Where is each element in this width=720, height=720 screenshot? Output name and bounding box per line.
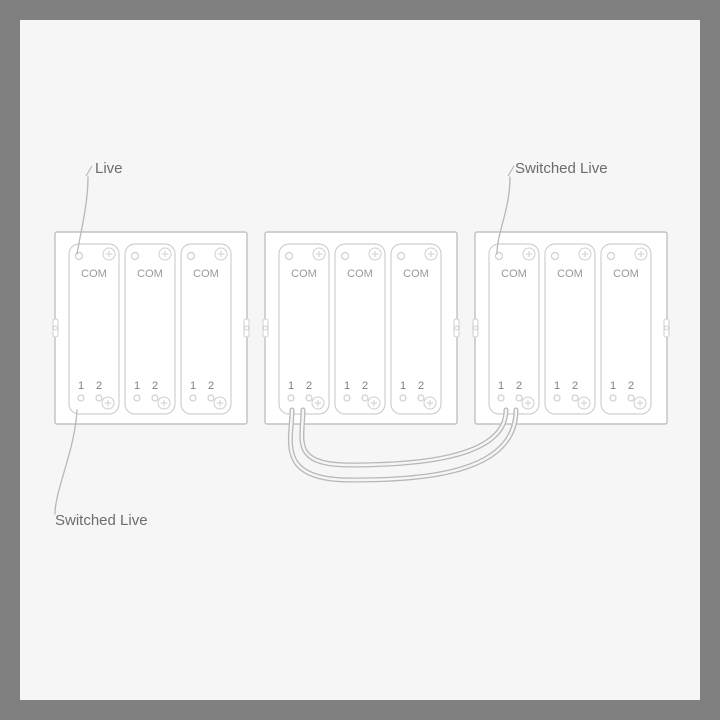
- terminal-1-label: 1: [78, 380, 84, 392]
- terminal-1-label: 1: [344, 380, 350, 392]
- switch-module: COM 12: [279, 244, 329, 414]
- diagram-canvas: COM12COM12COM12COM12COM12COM12COM12COM12…: [20, 20, 700, 700]
- com-label: COM: [347, 268, 373, 280]
- terminal-1-label: 1: [498, 380, 504, 392]
- terminal-2-label: 2: [418, 380, 424, 392]
- label-live: Live: [95, 160, 123, 177]
- terminal-2-label: 2: [306, 380, 312, 392]
- switch-module: COM 12: [181, 244, 231, 414]
- com-label: COM: [613, 268, 639, 280]
- com-label: COM: [501, 268, 527, 280]
- terminal-2-label: 2: [362, 380, 368, 392]
- terminal-2-label: 2: [516, 380, 522, 392]
- terminal-2-label: 2: [572, 380, 578, 392]
- label-switched_bot: Switched Live: [55, 512, 148, 529]
- switched-bot-wire: [55, 410, 77, 514]
- terminal-2-label: 2: [96, 380, 102, 392]
- switch-module: COM 12: [545, 244, 595, 414]
- terminal-1-label: 1: [190, 380, 196, 392]
- switch-module: COM 12: [489, 244, 539, 414]
- terminal-1-label: 1: [554, 380, 560, 392]
- switch-plate: COM12COM12COM12: [473, 232, 669, 424]
- terminal-1-label: 1: [400, 380, 406, 392]
- switch-module: COM 12: [335, 244, 385, 414]
- com-label: COM: [291, 268, 317, 280]
- switch-module: COM 12: [391, 244, 441, 414]
- com-label: COM: [557, 268, 583, 280]
- label-switched_top: Switched Live: [515, 160, 608, 177]
- switch-module: COM 12: [125, 244, 175, 414]
- terminal-1-label: 1: [134, 380, 140, 392]
- terminal-1-label: 1: [288, 380, 294, 392]
- diagram-svg: COM12COM12COM12COM12COM12COM12COM12COM12…: [20, 20, 700, 700]
- terminal-1-label: 1: [610, 380, 616, 392]
- terminal-2-label: 2: [628, 380, 634, 392]
- com-label: COM: [193, 268, 219, 280]
- switch-plate: COM12COM12COM12: [53, 232, 249, 424]
- switch-module: COM 12: [601, 244, 651, 414]
- terminal-2-label: 2: [208, 380, 214, 392]
- com-label: COM: [81, 268, 107, 280]
- switch-module: COM 12: [69, 244, 119, 414]
- terminal-2-label: 2: [152, 380, 158, 392]
- switch-plate: COM12COM12COM12: [263, 232, 459, 424]
- com-label: COM: [137, 268, 163, 280]
- com-label: COM: [403, 268, 429, 280]
